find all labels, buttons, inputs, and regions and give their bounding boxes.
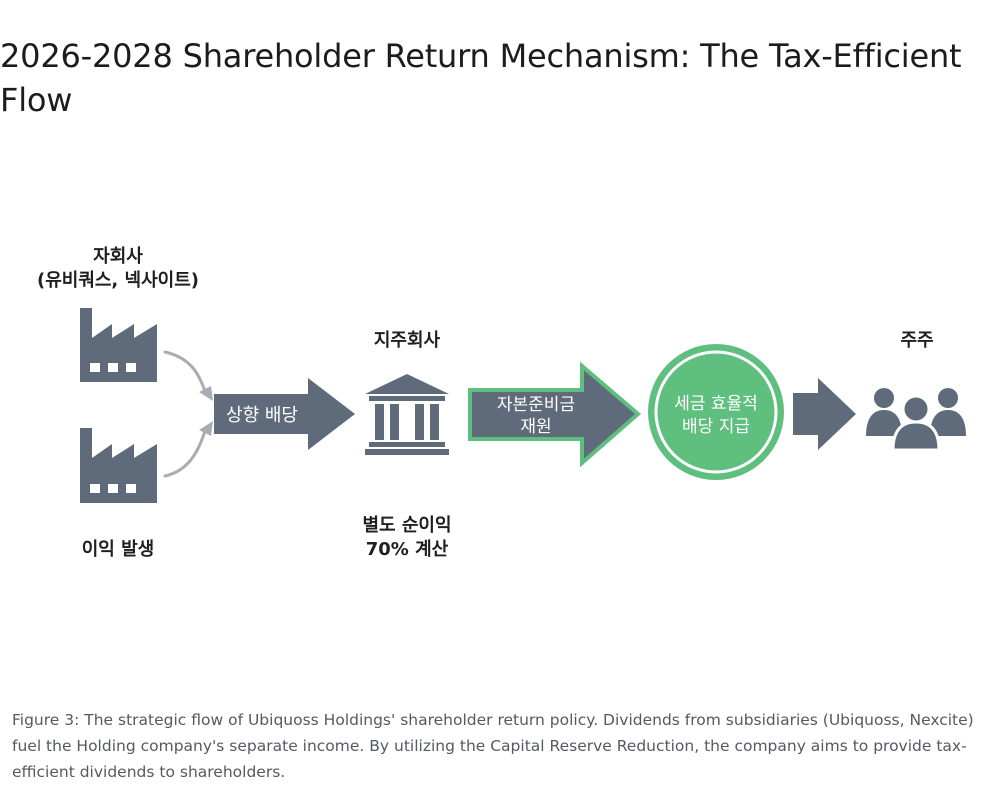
- shareholders-label: 주주: [900, 330, 933, 351]
- capital-reserve-arrow: 자본준비금 재원: [468, 361, 642, 468]
- dividend-payment-label: 배당 지급: [682, 417, 750, 437]
- subsidiary-names: (유비쿼스, 넥사이트): [37, 270, 199, 291]
- factory-icon: [80, 428, 157, 503]
- seventy-percent-label: 70% 계산: [366, 539, 449, 560]
- capital-reserve-source-label: 재원: [520, 417, 551, 437]
- subsidiary-label: 자회사: [93, 246, 143, 267]
- upstream-dividend-arrow: 상향 배당: [214, 378, 355, 450]
- figure-caption: Figure 3: The strategic flow of Ubiquoss…: [12, 711, 974, 781]
- capital-reserve-label: 자본준비금: [497, 395, 575, 415]
- tax-efficient-label: 세금 효율적: [674, 394, 758, 414]
- payout-arrow: [793, 378, 856, 450]
- separate-net-income-label: 별도 순이익: [362, 515, 451, 536]
- tax-efficient-dividend-circle: 세금 효율적 배당 지급: [648, 344, 784, 480]
- holding-company-label: 지주회사: [374, 330, 441, 351]
- connector-arrowhead: [199, 386, 213, 436]
- people-group-icon: [866, 388, 966, 452]
- bank-building-icon: [365, 374, 449, 455]
- factory-icon: [80, 308, 157, 382]
- profit-generation-label: 이익 발생: [82, 539, 155, 560]
- merge-connector: [163, 350, 208, 478]
- page-title: 2026-2028 Shareholder Return Mechanism: …: [0, 37, 962, 119]
- flow-diagram: 자회사 (유비쿼스, 넥사이트) 이익 발생 상향 배당 지주회사: [37, 246, 966, 560]
- upstream-dividend-label: 상향 배당: [226, 405, 298, 426]
